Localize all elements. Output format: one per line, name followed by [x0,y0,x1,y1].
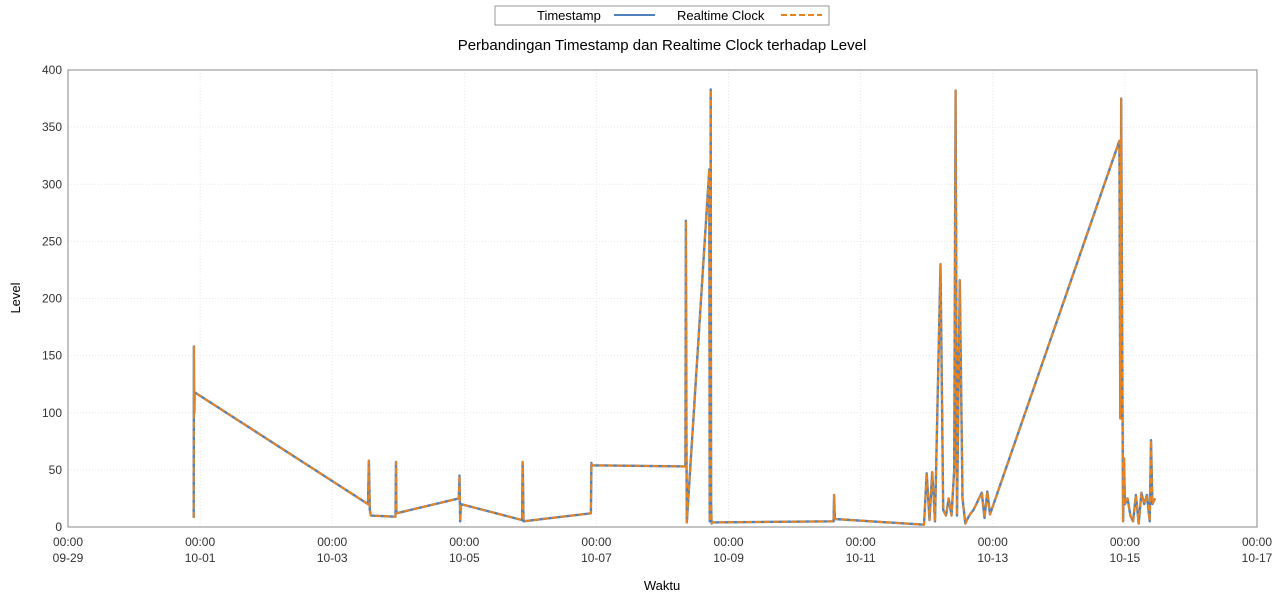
x-tick-time: 00:00 [449,535,479,549]
y-axis-label: Level [8,282,23,313]
y-tick-label: 350 [42,120,62,134]
x-tick-date: 10-01 [185,551,216,565]
x-axis: 00:00 09-29 00:00 10-01 00:00 10-03 00:00 10-05… [53,535,1273,565]
legend-box [494,5,830,26]
x-tick-date: 10-07 [581,551,612,565]
plot-frame [67,69,1258,528]
y-tick-label: 50 [49,463,63,477]
x-tick-time: 00:00 [714,535,744,549]
legend-label-realtime-clock: Realtime Clock [677,8,765,23]
x-tick-time: 00:00 [846,535,876,549]
y-tick-label: 150 [42,349,62,363]
x-tick-date: 10-09 [713,551,744,565]
series-line-realtime-clock [192,88,1157,526]
y-tick-label: 250 [42,234,62,248]
legend-label-timestamp: Timestamp [537,8,601,23]
y-tick-label: 0 [55,520,62,534]
x-tick-time: 00:00 [581,535,611,549]
x-tick-time: 00:00 [1110,535,1140,549]
grid [67,69,1258,528]
x-tick-date: 10-05 [449,551,480,565]
x-tick-date: 10-15 [1110,551,1141,565]
x-tick-time: 00:00 [1242,535,1272,549]
x-tick-date: 10-11 [846,551,876,565]
x-tick-date: 10-13 [977,551,1008,565]
x-tick-time: 00:00 [53,535,83,549]
x-tick-time: 00:00 [317,535,347,549]
x-tick-time: 00:00 [185,535,215,549]
x-tick-time: 00:00 [978,535,1008,549]
chart-title: Perbandingan Timestamp dan Realtime Cloc… [458,37,867,54]
x-tick-date: 10-17 [1242,551,1273,565]
y-tick-label: 200 [42,292,62,306]
series-line-timestamp [192,88,1157,526]
y-tick-label: 400 [42,63,62,77]
legend: Timestamp Realtime Clock [494,5,830,26]
x-tick-date: 10-03 [317,551,348,565]
x-axis-label: Waktu [644,578,680,593]
series-layer [192,88,1157,526]
x-tick-date: 09-29 [53,551,84,565]
y-tick-label: 100 [42,406,62,420]
y-axis: 0 50 100 150 200 250 300 350 400 [42,63,62,534]
y-tick-label: 300 [42,177,62,191]
